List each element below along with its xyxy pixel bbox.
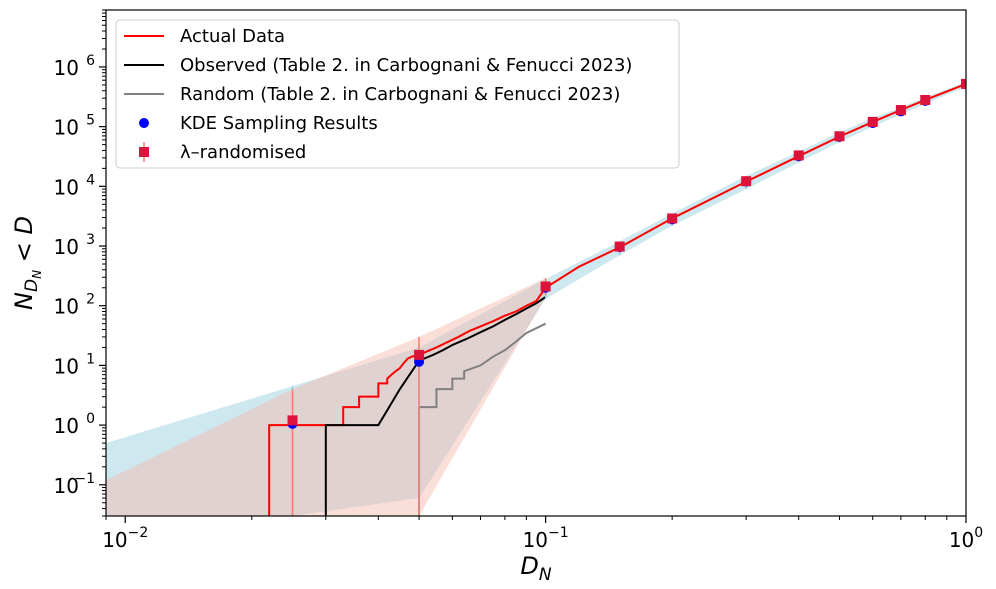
data-lines xyxy=(268,82,966,516)
x-tick-label: 100 xyxy=(949,525,983,552)
legend-box xyxy=(115,19,680,169)
y-tick-label: 10 6 xyxy=(54,53,96,80)
y-tick-label: 10 4 xyxy=(54,172,96,199)
series-line-2 xyxy=(418,322,547,516)
band-1 xyxy=(106,278,546,516)
legend: Actual Data Observed (Table 2. in Carbogn… xyxy=(115,19,680,169)
lambda-point xyxy=(667,213,678,224)
legend-swatch-square xyxy=(139,147,149,157)
series-line-0 xyxy=(268,82,966,516)
lambda-point xyxy=(741,176,752,187)
lambda-point xyxy=(287,415,298,426)
lambda-point xyxy=(540,281,551,292)
x-tick-label: 10−2 xyxy=(102,525,148,552)
legend-label: λ–randomised xyxy=(180,142,306,163)
lambda-point xyxy=(414,349,425,360)
lambda-point xyxy=(834,131,845,142)
series-line-1 xyxy=(324,296,547,516)
y-tick-label: 10 5 xyxy=(54,113,95,140)
legend-swatch-circle xyxy=(139,118,149,128)
y-tick-label: 10−1 xyxy=(54,471,95,498)
confidence-bands xyxy=(106,81,966,516)
plot-frame xyxy=(105,9,967,517)
legend-label: Observed (Table 2. in Carbognani & Fenuc… xyxy=(180,55,632,76)
lambda-point xyxy=(614,241,625,252)
lambda-point xyxy=(793,150,804,161)
x-tick-label: 10−1 xyxy=(523,525,569,552)
band-0 xyxy=(106,81,966,516)
y-tick-label: 10 1 xyxy=(54,351,95,378)
x-axis-label: DN xyxy=(520,552,551,585)
y-axis-label: NDN < D xyxy=(10,216,44,310)
data-markers xyxy=(287,78,966,429)
y-tick-label: 10 2 xyxy=(54,292,95,319)
y-tick-label: 10 0 xyxy=(54,411,95,438)
y-tick-label: 10 3 xyxy=(54,232,95,259)
lambda-point xyxy=(961,78,966,89)
x-axis-ticks: 10−2 10−1 100 xyxy=(102,516,983,552)
legend-label: Actual Data xyxy=(180,26,285,47)
legend-label: KDE Sampling Results xyxy=(180,113,378,134)
lambda-point xyxy=(920,94,931,105)
legend-label: Random (Table 2. in Carbognani & Fenucci… xyxy=(180,84,620,105)
lambda-point xyxy=(867,116,878,127)
lambda-point xyxy=(895,105,906,116)
